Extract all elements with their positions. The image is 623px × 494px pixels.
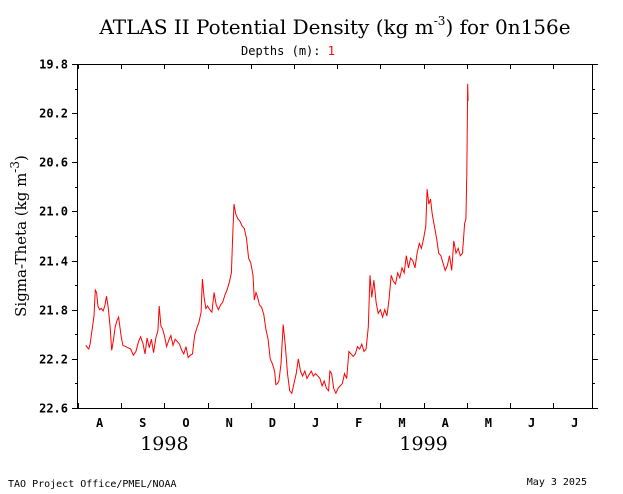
footer-date: May 3 2025 [527,477,587,488]
depths-label: Depths (m): [241,44,320,58]
y-tick-label: 21.0 [39,205,68,219]
series-layer [85,83,469,395]
x-month-label: F [355,416,362,430]
x-month-label: J [312,416,319,430]
y-axis-label: Sigma-Theta (kg m-3) [8,155,30,317]
x-month-label: J [571,416,578,430]
chart-title: ATLAS II Potential Density (kg m-3) for … [98,14,570,39]
footer-credit: TAO Project Office/PMEL/NOAA [8,479,177,490]
plot-frame [77,64,593,409]
x-month-label: A [96,416,104,430]
x-month-label: J [528,416,535,430]
y-tick-label: 20.2 [39,107,68,121]
x-month-label: D [269,416,276,430]
x-year-label: 1999 [399,433,447,455]
depths-line: Depths (m): 1 [241,44,335,58]
x-month-label: N [226,416,233,430]
axis-tick-labels: 19.8 20.2 20.6 21.0 21.4 21.8 22.2 22.6 A S O N D J F M… [39,58,578,456]
x-month-label: M [485,416,492,430]
density-series-line [85,83,469,395]
x-month-label: S [139,416,146,430]
x-month-label: A [442,416,450,430]
y-tick-label: 19.8 [39,58,68,72]
y-tick-label: 22.2 [39,353,68,367]
depths-value: 1 [328,44,335,58]
x-month-label: O [182,416,189,430]
y-tick-label: 21.4 [39,255,68,269]
axis-ticks [72,64,598,409]
y-tick-label: 20.6 [39,156,68,170]
y-tick-label: 22.6 [39,402,68,416]
y-tick-label: 21.8 [39,304,68,318]
x-month-label: M [398,416,405,430]
x-year-label: 1998 [140,433,188,455]
